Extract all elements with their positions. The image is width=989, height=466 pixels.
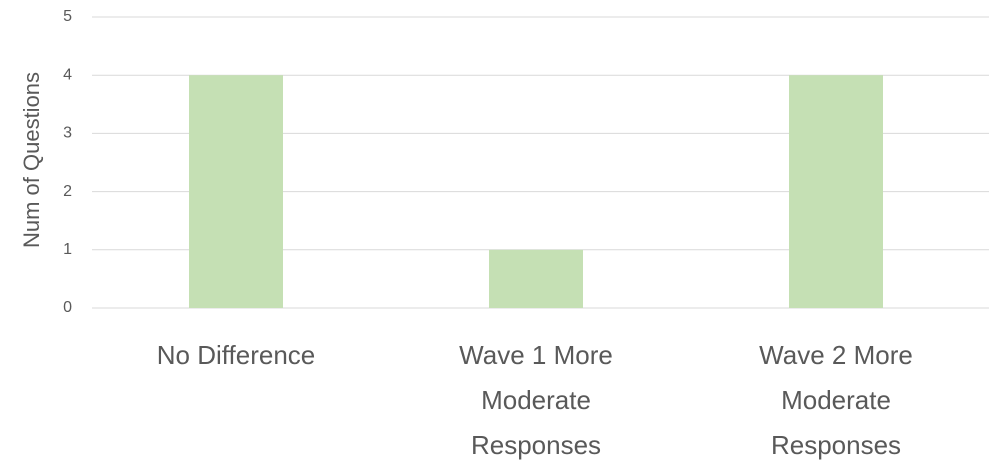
bar (789, 75, 883, 308)
bar (489, 249, 583, 308)
y-tick-label: 3 (63, 125, 72, 142)
y-tick-label: 2 (63, 183, 72, 200)
bar (189, 75, 283, 308)
y-tick-label: 1 (63, 241, 72, 258)
y-tick-label: 5 (63, 8, 72, 25)
x-tick-label: No Difference (156, 340, 316, 370)
x-tick-label: Wave 2 More Moderate Responses (759, 340, 913, 460)
y-axis-title: Num of Questions (19, 72, 44, 248)
x-tick-label: Wave 1 More Moderate Responses (459, 340, 613, 460)
y-tick-label: 4 (63, 66, 72, 83)
y-tick-label: 0 (63, 299, 72, 316)
